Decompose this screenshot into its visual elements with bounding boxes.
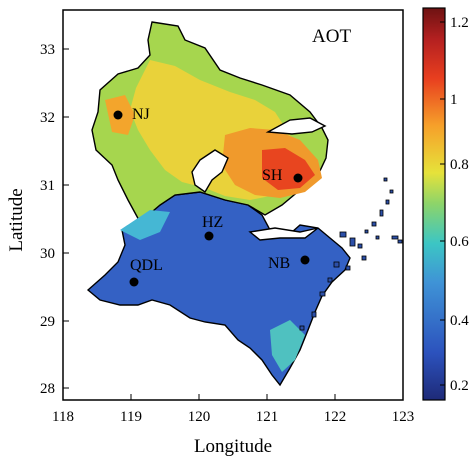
city-dot-sh xyxy=(293,173,303,183)
y-tick-label: 31 xyxy=(40,178,55,194)
colorbar: 0.2 0.4 0.6 0.8 1 1.2 xyxy=(422,7,469,401)
map-area xyxy=(86,21,403,387)
x-tick-label: 119 xyxy=(120,409,142,425)
x-tick-label: 122 xyxy=(324,409,347,425)
x-tick-label: 123 xyxy=(392,409,415,425)
plot-frame xyxy=(62,9,404,401)
y-axis-title: Latitude xyxy=(6,188,27,251)
taihu-lake xyxy=(191,149,229,194)
region-east-cyan xyxy=(270,320,305,372)
y-tick-label: 33 xyxy=(40,42,55,58)
city-label-hz: HZ xyxy=(202,214,223,231)
region-transition-cyan xyxy=(120,210,170,240)
map-title: AOT xyxy=(312,26,351,47)
city-markers: NJ SH HZ NB QDL xyxy=(113,106,310,287)
colorbar-tick-label: 0.2 xyxy=(450,378,469,394)
colorbar-tick-label: 0.4 xyxy=(450,313,469,329)
offshore-islands xyxy=(299,177,403,331)
colorbar-tick-label: 0.8 xyxy=(450,157,469,173)
colorbar-tick-label: 0.6 xyxy=(450,234,469,250)
x-tick-label: 121 xyxy=(256,409,279,425)
x-axis-title: Longitude xyxy=(194,436,272,457)
y-tick-label: 28 xyxy=(40,381,55,397)
city-dot-hz xyxy=(204,231,214,241)
y-axis: 28 29 30 31 32 33 Latitude xyxy=(6,42,69,397)
city-label-qdl: QDL xyxy=(130,257,163,274)
colorbar-tick-label: 1.2 xyxy=(450,15,469,31)
city-label-nj: NJ xyxy=(132,106,150,123)
x-axis: 118 119 120 121 122 123 Longitude xyxy=(52,394,414,457)
yangtze-estuary xyxy=(265,117,327,135)
city-dot-qdl xyxy=(129,277,139,287)
city-dot-nj xyxy=(113,110,123,120)
city-label-nb: NB xyxy=(268,255,290,272)
x-tick-label: 120 xyxy=(188,409,211,425)
x-tick-label: 118 xyxy=(52,409,74,425)
y-tick-label: 30 xyxy=(40,246,55,262)
y-tick-label: 32 xyxy=(40,110,55,126)
colorbar-gradient xyxy=(422,7,446,401)
y-tick-label: 29 xyxy=(40,314,55,330)
city-label-sh: SH xyxy=(262,167,283,184)
city-dot-nb xyxy=(300,255,310,265)
hangzhou-bay xyxy=(248,227,319,241)
colorbar-tick-label: 1 xyxy=(450,92,458,108)
